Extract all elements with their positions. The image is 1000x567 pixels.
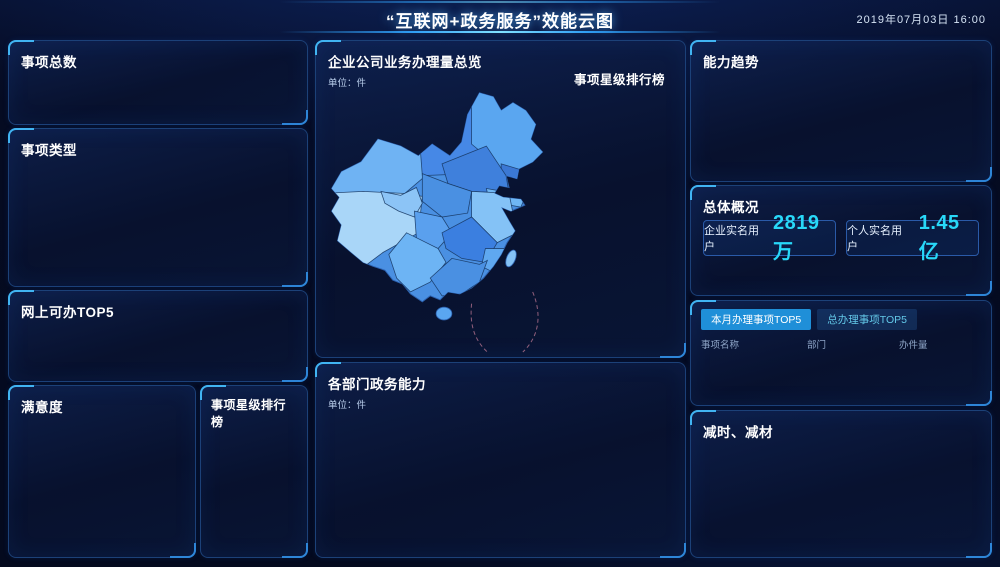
stat-card: 企业实名用户 2819万 — [703, 212, 836, 263]
panel-total-items: 事项总数 — [8, 40, 308, 125]
panel-satisfaction: 满意度 — [8, 385, 196, 558]
panel-title: 各部门政务能力 — [328, 377, 426, 392]
overview-cards: 企业实名用户 2819万 个人实名用户 1.45亿 — [703, 212, 979, 263]
panel-star-rank: 事项星级排行榜 — [200, 385, 308, 558]
stat-card: 个人实名用户 1.45亿 — [846, 212, 979, 263]
panel-title: 能力趋势 — [703, 55, 759, 70]
table-header: 事项名称 部门 办件量 — [701, 337, 981, 351]
tab-month-top5[interactable]: 本月办理事项TOP5 — [701, 309, 812, 330]
col-header: 办件量 — [899, 340, 928, 351]
panel-title: 减时、减材 — [703, 425, 773, 440]
sea-boundary-line — [522, 291, 539, 353]
panel-title: 事项星级排行榜 — [574, 73, 666, 87]
panel-top5-table: 本月办理事项TOP5 总办理事项TOP5 事项名称 部门 办件量 — [690, 300, 992, 406]
stat-card-value: 1.45亿 — [918, 212, 960, 263]
province-region[interactable] — [380, 186, 423, 218]
page-title: “互联网+政务服务”效能云图 — [386, 12, 614, 31]
panel-map-overview: 企业公司业务办理量总览 单位：件 — [315, 40, 686, 358]
panel-gauges: 减时、减材 — [690, 410, 992, 558]
top5-tabs: 本月办理事项TOP5 总办理事项TOP5 — [701, 309, 981, 330]
header-glow-line — [280, 1, 720, 3]
panel-title: 事项总数 — [21, 55, 77, 70]
panel-title: 总体概况 — [703, 200, 759, 215]
stat-card-label: 企业实名用户 — [704, 225, 759, 253]
header-glow-line — [280, 31, 720, 33]
stat-card-label: 个人实名用户 — [847, 225, 902, 253]
panel-title: 事项星级排行榜 — [211, 398, 287, 429]
panel-title: 网上可办TOP5 — [21, 305, 115, 320]
panel-title: 满意度 — [21, 400, 63, 415]
datetime: 2019年07月03日 16:00 — [856, 14, 986, 26]
province-region[interactable] — [435, 306, 453, 321]
panel-item-types: 事项类型 — [8, 128, 308, 287]
panel-online-top5: 网上可办TOP5 — [8, 290, 308, 382]
col-header: 部门 — [807, 340, 827, 351]
sea-boundary-line — [470, 303, 488, 353]
stat-card-value: 2819万 — [773, 212, 820, 263]
china-map — [322, 85, 566, 358]
panel-overview: 总体概况 企业实名用户 2819万 个人实名用户 1.45亿 — [690, 185, 992, 296]
panel-capability-trend: 能力趋势 — [690, 40, 992, 182]
province-region[interactable] — [421, 173, 473, 218]
panel-title: 企业公司业务办理量总览 — [328, 55, 482, 70]
map-star-ranking: 事项星级排行榜 — [574, 67, 678, 92]
tab-total-top5[interactable]: 总办理事项TOP5 — [817, 309, 917, 330]
panel-dept-capability: 各部门政务能力 单位：件 — [315, 362, 686, 558]
map-unit-label: 单位：件 — [328, 78, 367, 89]
dept-unit-label: 单位：件 — [328, 400, 367, 411]
province-region[interactable] — [504, 249, 519, 269]
panel-title: 事项类型 — [21, 143, 77, 158]
header: “互联网+政务服务”效能云图 2019年07月03日 16:00 — [0, 0, 1000, 36]
col-header: 事项名称 — [701, 340, 740, 351]
